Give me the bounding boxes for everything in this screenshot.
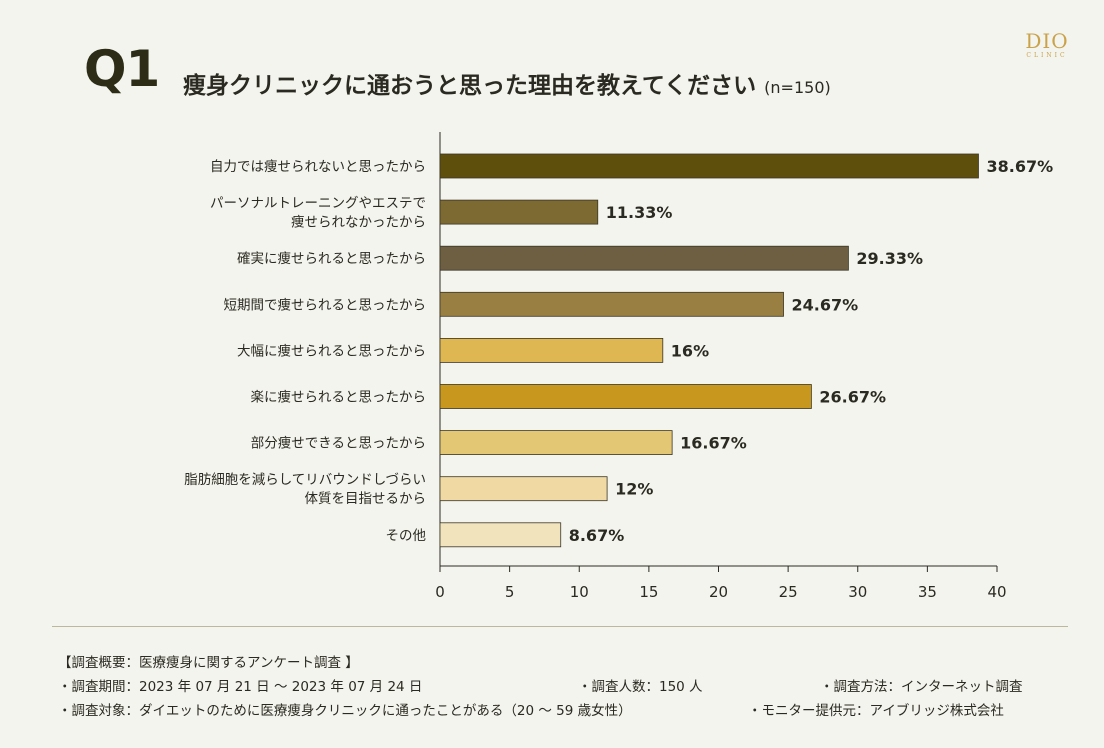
category-label-2-line-2: 痩せられなかったから: [291, 214, 426, 231]
x-tick-label: 10: [570, 583, 589, 601]
value-label-3: 29.33%: [856, 249, 923, 268]
bar-6: [439, 384, 812, 409]
value-label-5: 16%: [671, 341, 709, 360]
bar-8: [439, 476, 608, 502]
bar-4: [439, 291, 784, 317]
notes-heading: 【調査概要：医療痩身に関するアンケート調査 】: [58, 655, 359, 671]
divider: [52, 626, 1068, 627]
category-label-3: 確実に痩せられると思ったから: [237, 250, 426, 267]
logo-subtext: CLINIC: [1026, 52, 1068, 59]
bar-2: [439, 199, 599, 225]
brand-logo: DIO CLINIC: [1008, 30, 1086, 64]
x-tick-label: 25: [779, 583, 798, 601]
category-label-4: 短期間で痩せられると思ったから: [224, 296, 427, 313]
survey-provider: ・モニター提供元：アイブリッジ株式会社: [748, 703, 1004, 719]
value-label-7: 16.67%: [680, 434, 747, 453]
bar-9: [439, 522, 562, 548]
bar-3: [439, 245, 849, 271]
category-label-9: その他: [386, 528, 427, 544]
category-label-8-line-1: 脂肪細胞を減らしてリバウンドしづらい: [184, 471, 426, 488]
category-label-6: 楽に痩せられると思ったから: [251, 389, 427, 406]
notes-heading-row: 【調査概要：医療痩身に関するアンケート調査 】: [58, 652, 1078, 676]
survey-count: ・調査人数：150 人: [578, 679, 703, 695]
bar-5: [439, 337, 664, 363]
value-label-9: 8.67%: [569, 526, 625, 545]
question-text: 痩身クリニックに通おうと思った理由を教えてください: [183, 73, 757, 99]
category-label-8-line-2: 体質を目指せるから: [305, 491, 427, 507]
header: Q1 痩身クリニックに通おうと思った理由を教えてください (n=150) DIO …: [0, 0, 1104, 120]
value-label-6: 26.67%: [819, 388, 886, 407]
survey-target: ・調査対象：ダイエットのために医療痩身クリニックに通ったことがある（20 ～ 5…: [58, 703, 632, 719]
logo-text: DIO: [1025, 29, 1069, 53]
x-tick-label: 35: [918, 583, 937, 601]
notes-row-2: ・調査対象：ダイエットのために医療痩身クリニックに通ったことがある（20 ～ 5…: [58, 700, 1078, 724]
value-label-4: 24.67%: [792, 295, 859, 314]
value-label-1: 38.67%: [986, 157, 1053, 176]
bar-7: [439, 430, 673, 456]
category-label-1: 自力では痩せられないと思ったから: [210, 158, 426, 175]
category-label-7: 部分痩せできると思ったから: [251, 435, 426, 452]
x-tick-label: 15: [639, 583, 658, 601]
question-title: 痩身クリニックに通おうと思った理由を教えてください (n=150): [183, 66, 831, 100]
survey-method: ・調査方法：インターネット調査: [820, 679, 1023, 695]
bar-1: [439, 153, 979, 179]
bar-chart: 0 5 10 15 20 25 30 35 40 38.67% 自力では痩せられないと思ったから 11…: [184, 132, 1053, 601]
survey-period: ・調査期間：2023 年 07 月 21 日 ～ 2023 年 07 月 24 …: [58, 679, 423, 695]
category-label-5: 大幅に痩せられると思ったから: [237, 342, 426, 359]
question-number: Q1: [84, 40, 160, 98]
x-tick-label: 5: [505, 583, 515, 601]
sample-size: (n=150): [764, 78, 831, 97]
notes-row-1: ・調査期間：2023 年 07 月 21 日 ～ 2023 年 07 月 24 …: [58, 676, 1078, 700]
x-tick-label: 40: [987, 583, 1006, 601]
value-label-2: 11.33%: [606, 203, 673, 222]
value-label-8: 12%: [615, 480, 653, 499]
x-tick-label: 0: [435, 583, 445, 601]
x-tick-label: 30: [848, 583, 867, 601]
category-label-2-line-1: パーソナルトレーニングやエステで: [210, 196, 426, 212]
survey-notes: 【調査概要：医療痩身に関するアンケート調査 】 ・調査期間：2023 年 07 …: [58, 652, 1078, 724]
x-tick-label: 20: [709, 583, 728, 601]
